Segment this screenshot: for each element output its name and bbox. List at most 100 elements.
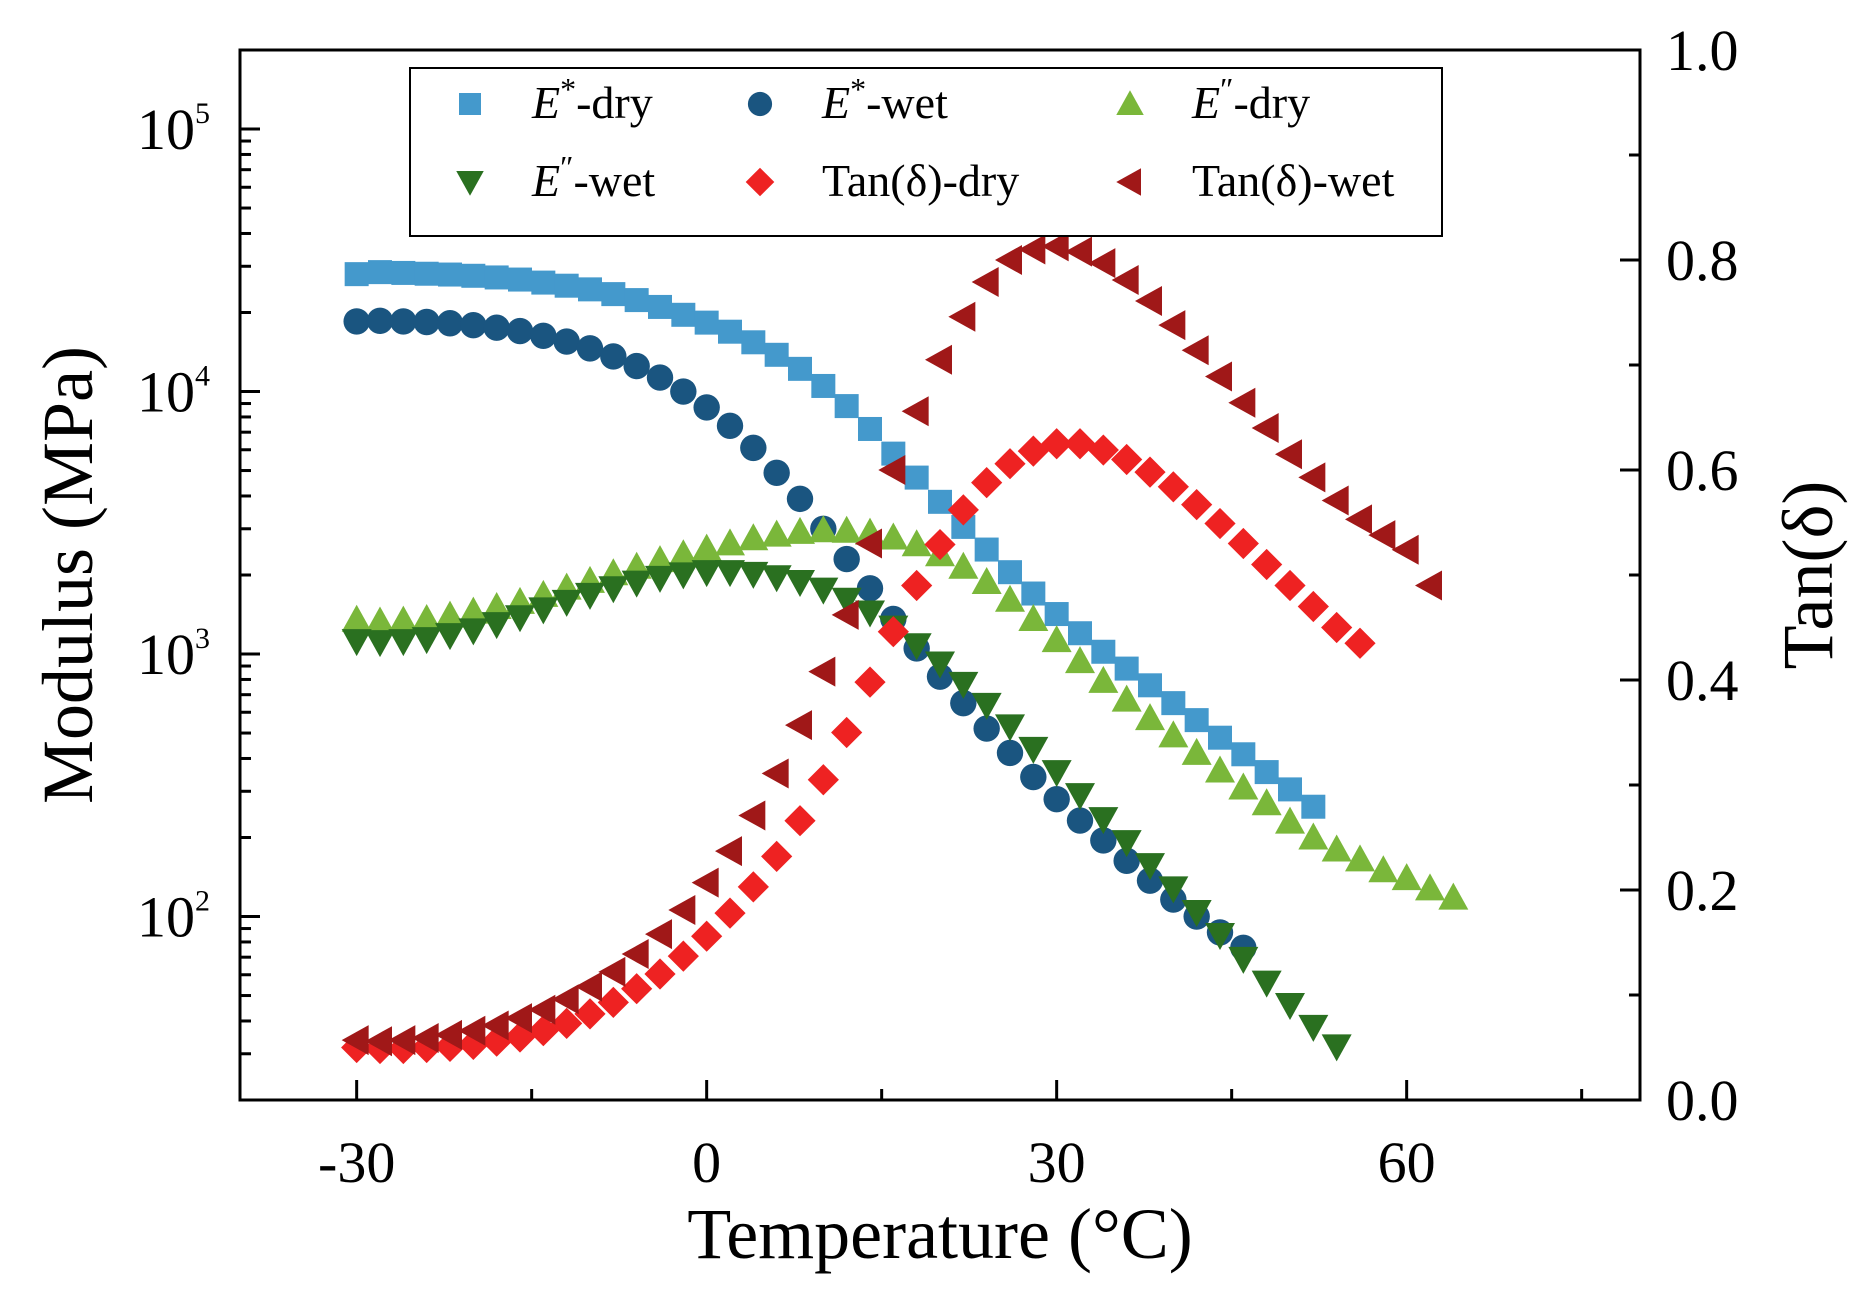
data-point: [948, 301, 976, 332]
data-point: [995, 714, 1025, 742]
data-point: [1088, 665, 1119, 693]
legend-label: E*-dry: [531, 71, 653, 128]
y-right-tick-label: 0.6: [1666, 438, 1739, 503]
legend-label: Tan(δ)-dry: [822, 155, 1019, 206]
legend-item: E*-wet: [747, 71, 948, 128]
data-point: [551, 589, 582, 617]
data-point: [1415, 570, 1442, 601]
data-point: [1275, 806, 1305, 834]
data-point: [901, 396, 929, 427]
data-point: [671, 302, 696, 327]
data-point: [1298, 1014, 1329, 1042]
data-point: [1278, 777, 1302, 802]
data-point: [761, 519, 792, 547]
data-point: [971, 692, 1002, 720]
legend-marker: [1116, 90, 1144, 115]
data-point: [715, 528, 745, 556]
data-point: [1321, 485, 1349, 516]
data-point: [741, 330, 766, 355]
data-point: [996, 739, 1024, 767]
data-point: [1391, 863, 1422, 891]
data-point: [414, 261, 439, 286]
data-point: [1088, 807, 1119, 835]
data-point: [667, 940, 699, 972]
data-point: [646, 364, 674, 391]
legend-item: E″-wet: [456, 149, 655, 206]
y-left-tick-label: 102: [137, 885, 210, 950]
data-point: [1136, 867, 1164, 894]
data-point: [693, 394, 720, 421]
series-1: [343, 307, 1257, 962]
data-point: [343, 308, 370, 335]
data-point: [904, 465, 929, 490]
data-point: [928, 489, 952, 514]
data-point: [998, 560, 1022, 585]
data-point: [995, 245, 1022, 275]
data-point: [1274, 569, 1306, 602]
data-point: [854, 666, 886, 698]
data-point: [973, 715, 1000, 742]
data-point: [761, 840, 793, 872]
legend: E*-dry E*-wet E″-dry E″-wet Tan(δ)-dry Tan(δ)…: [409, 67, 1443, 237]
data-point: [1091, 639, 1116, 664]
data-point: [788, 356, 812, 381]
data-point: [578, 277, 602, 302]
data-point: [1344, 627, 1376, 659]
data-point: [1321, 1034, 1352, 1062]
data-point: [1113, 847, 1140, 875]
data-point: [435, 623, 465, 651]
data-point: [601, 282, 626, 307]
data-point: [738, 561, 769, 589]
data-point: [458, 618, 489, 646]
data-point: [598, 576, 629, 604]
data-point: [1158, 310, 1186, 341]
data-point: [834, 394, 859, 419]
data-point: [390, 308, 417, 335]
data-point: [948, 671, 979, 699]
data-point: [574, 998, 606, 1030]
data-point: [1114, 656, 1139, 681]
data-point: [530, 322, 557, 350]
data-point: [811, 373, 836, 398]
data-point: [438, 262, 462, 287]
data-point: [738, 800, 766, 831]
series-5: [341, 231, 1442, 1057]
data-point: [645, 545, 675, 573]
data-point: [694, 310, 719, 335]
data-point: [508, 267, 532, 292]
data-point: [623, 352, 650, 380]
data-point: [1134, 456, 1166, 488]
data-point: [531, 270, 556, 295]
data-point: [1065, 236, 1092, 267]
data-point: [1161, 691, 1186, 716]
data-point: [1018, 736, 1049, 764]
data-point: [901, 633, 932, 661]
data-point: [621, 570, 652, 598]
data-point: [785, 516, 815, 544]
data-point: [1044, 602, 1069, 627]
data-point: [1135, 285, 1162, 316]
data-point: [1068, 621, 1092, 646]
data-point: [598, 956, 626, 987]
y-left-tick-label: 105: [137, 97, 210, 162]
data-point: [691, 533, 722, 561]
data-point: [481, 1010, 509, 1041]
data-point: [1251, 548, 1283, 581]
data-point: [1018, 603, 1049, 631]
data-point: [435, 600, 465, 628]
y-right-tick-label: 0.8: [1666, 228, 1739, 293]
data-point: [365, 630, 395, 658]
data-point: [551, 1007, 583, 1039]
data-point: [1368, 855, 1399, 883]
data-point: [691, 560, 722, 588]
data-point: [785, 570, 815, 598]
data-point: [1111, 830, 1142, 858]
data-point: [341, 1025, 369, 1056]
data-point: [1321, 834, 1352, 862]
data-point: [901, 569, 933, 602]
data-point: [391, 260, 416, 285]
legend-label: E″-dry: [1191, 71, 1310, 128]
data-point: [668, 562, 699, 590]
legend-item: Tan(δ)-wet: [1116, 155, 1395, 206]
